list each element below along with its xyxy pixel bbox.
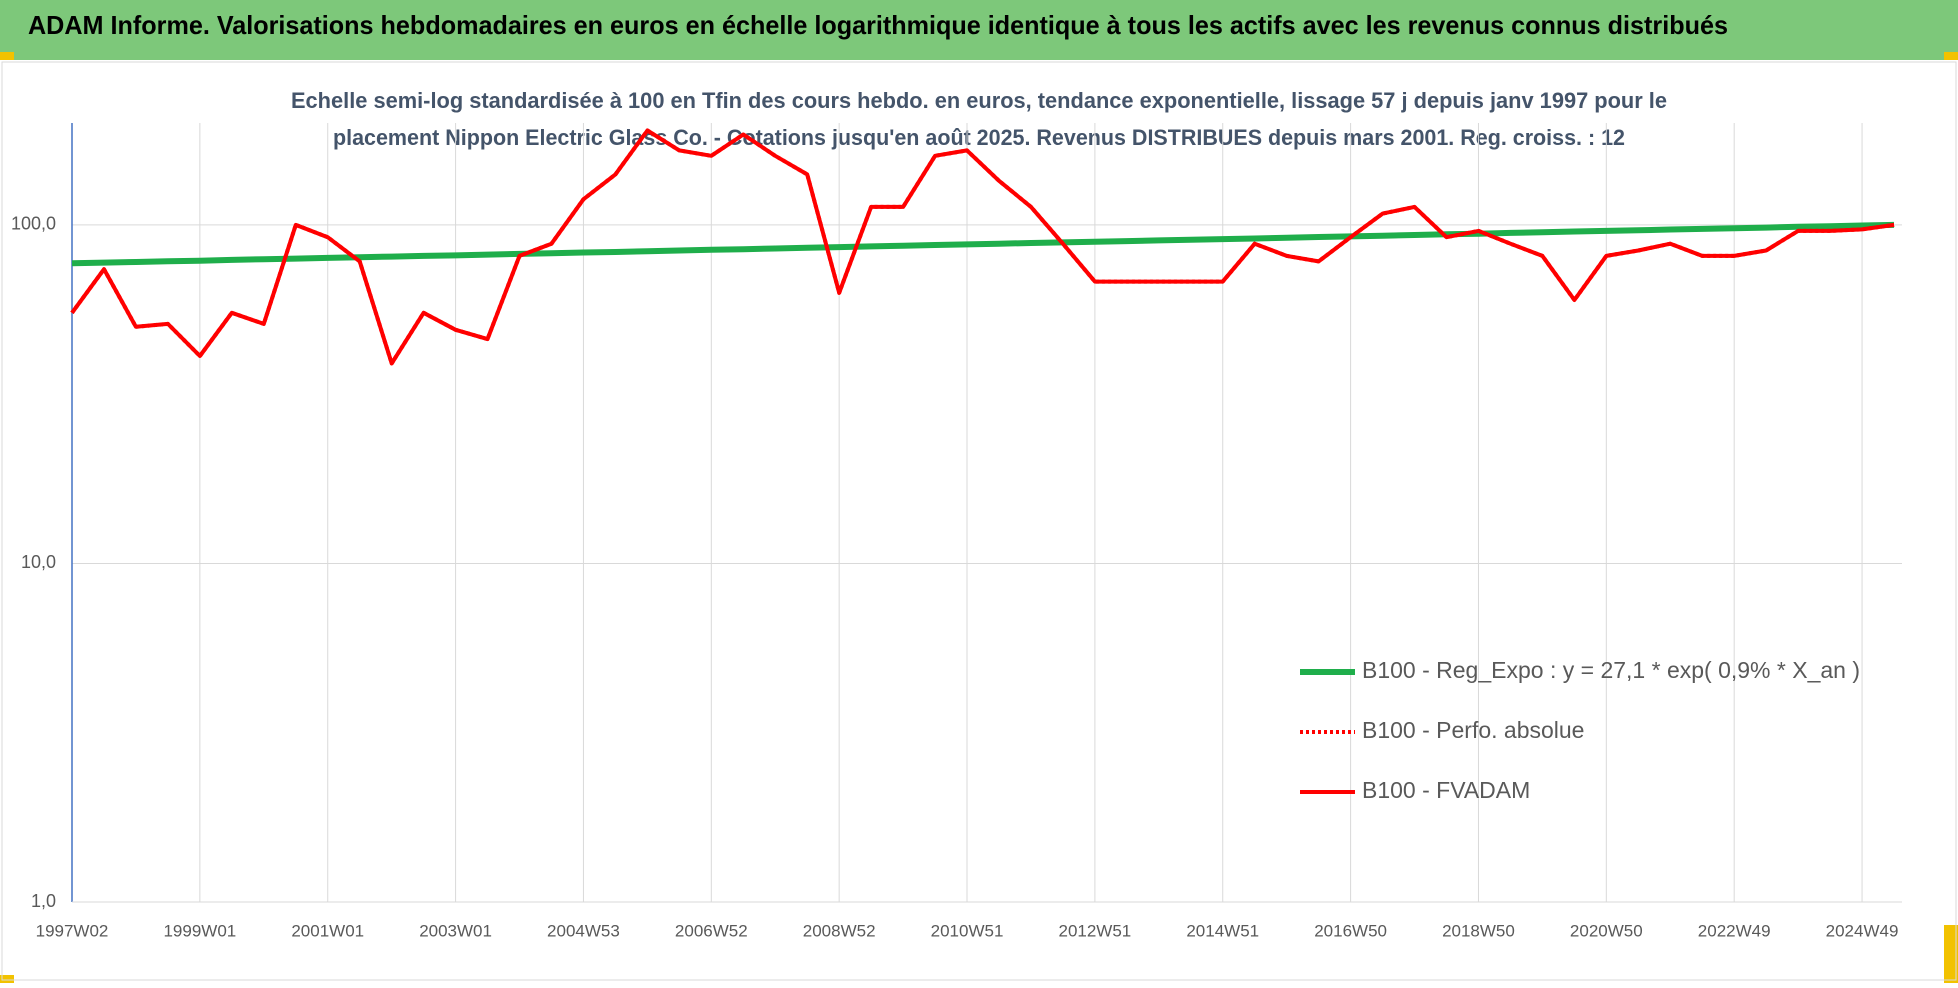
x-tick-label: 2006W52 <box>675 921 748 940</box>
y-tick-label: 100,0 <box>11 214 56 234</box>
header-title: ADAM Informe. Valorisations hebdomadaire… <box>28 10 1728 40</box>
header-band <box>0 0 1958 60</box>
x-tick-label: 1999W01 <box>163 921 236 940</box>
corner-mark <box>1944 52 1958 60</box>
x-tick-label: 2024W49 <box>1826 921 1899 940</box>
x-tick-label: 2016W50 <box>1314 921 1387 940</box>
y-tick-label: 10,0 <box>21 552 56 572</box>
x-tick-label: 2018W50 <box>1442 921 1515 940</box>
series-line <box>71 221 1895 267</box>
legend-label: B100 - Reg_Expo : y = 27,1 * exp( 0,9% *… <box>1362 657 1860 683</box>
x-tick-label: 2012W51 <box>1058 921 1131 940</box>
x-tick-label: 2008W52 <box>803 921 876 940</box>
corner-mark <box>0 52 14 60</box>
legend-label: B100 - Perfo. absolue <box>1362 717 1584 743</box>
x-tick-label: 2014W51 <box>1186 921 1259 940</box>
chart-border <box>1 61 1957 981</box>
y-tick-label: 1,0 <box>31 891 56 911</box>
x-tick-label: 1997W02 <box>36 921 109 940</box>
x-tick-label: 2004W53 <box>547 921 620 940</box>
corner-mark <box>0 975 14 983</box>
chart-title: placement Nippon Electric Glass Co. - Co… <box>333 125 1625 150</box>
corner-mark <box>1944 925 1958 983</box>
x-tick-label: 2001W01 <box>291 921 364 940</box>
x-tick-label: 2010W51 <box>931 921 1004 940</box>
legend-label: B100 - FVADAM <box>1362 777 1530 803</box>
series-line <box>70 128 1895 366</box>
x-tick-label: 2022W49 <box>1698 921 1771 940</box>
x-tick-label: 2003W01 <box>419 921 492 940</box>
x-tick-label: 2020W50 <box>1570 921 1643 940</box>
chart-title: Echelle semi-log standardisée à 100 en T… <box>291 88 1667 113</box>
